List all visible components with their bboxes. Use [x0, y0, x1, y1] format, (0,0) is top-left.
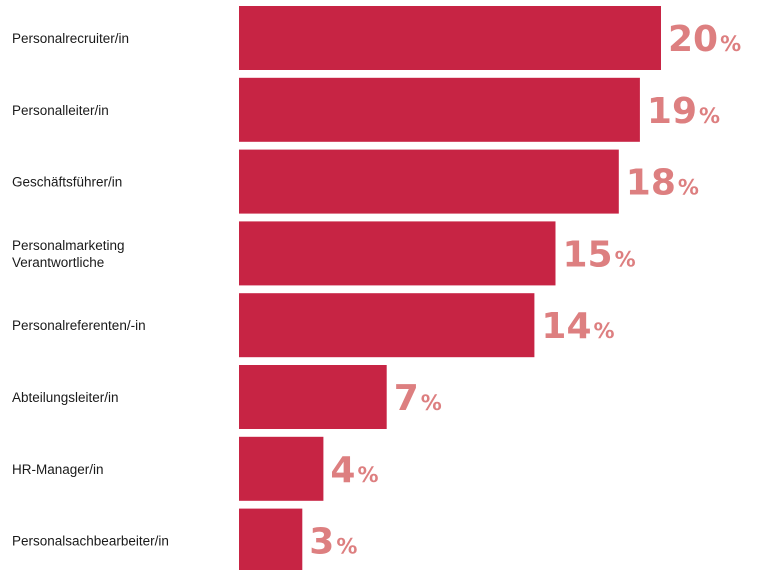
bar-5 — [239, 293, 535, 358]
value-label: 18% — [626, 163, 699, 204]
value-label: 19% — [647, 91, 720, 132]
value-label: 7% — [394, 378, 442, 419]
bars-layer — [239, 6, 661, 570]
category-label: Geschäftsführer/in — [12, 175, 122, 190]
bar-8 — [239, 508, 303, 570]
category-label: Personalreferenten/-in — [12, 318, 146, 333]
category-label: Personalsachbearbeiter/in — [12, 534, 169, 549]
category-labels-layer: Personalrecruiter/in Personalleiter/in Ges… — [12, 31, 169, 549]
bar-2 — [239, 77, 640, 142]
value-label: 3% — [309, 522, 357, 563]
bar-6 — [239, 365, 387, 429]
category-label: HR-Manager/in — [12, 462, 104, 477]
bar-7 — [239, 436, 324, 501]
category-label: Abteilungsleiter/in — [12, 390, 119, 405]
category-label: Personalrecruiter/in — [12, 31, 129, 46]
value-labels-layer: 20% 19% 18% 15% 14% 7% 4% 3% — [309, 19, 741, 563]
bar-3 — [239, 149, 619, 214]
value-label: 4% — [330, 450, 378, 491]
value-label: 14% — [541, 306, 614, 347]
bar-4 — [239, 221, 556, 286]
value-label: 15% — [563, 234, 636, 275]
value-label: 20% — [668, 19, 741, 60]
bar-1 — [239, 6, 661, 70]
category-label: Personalmarketing Verantwortliche — [12, 238, 125, 270]
category-label: Personalleiter/in — [12, 103, 109, 118]
